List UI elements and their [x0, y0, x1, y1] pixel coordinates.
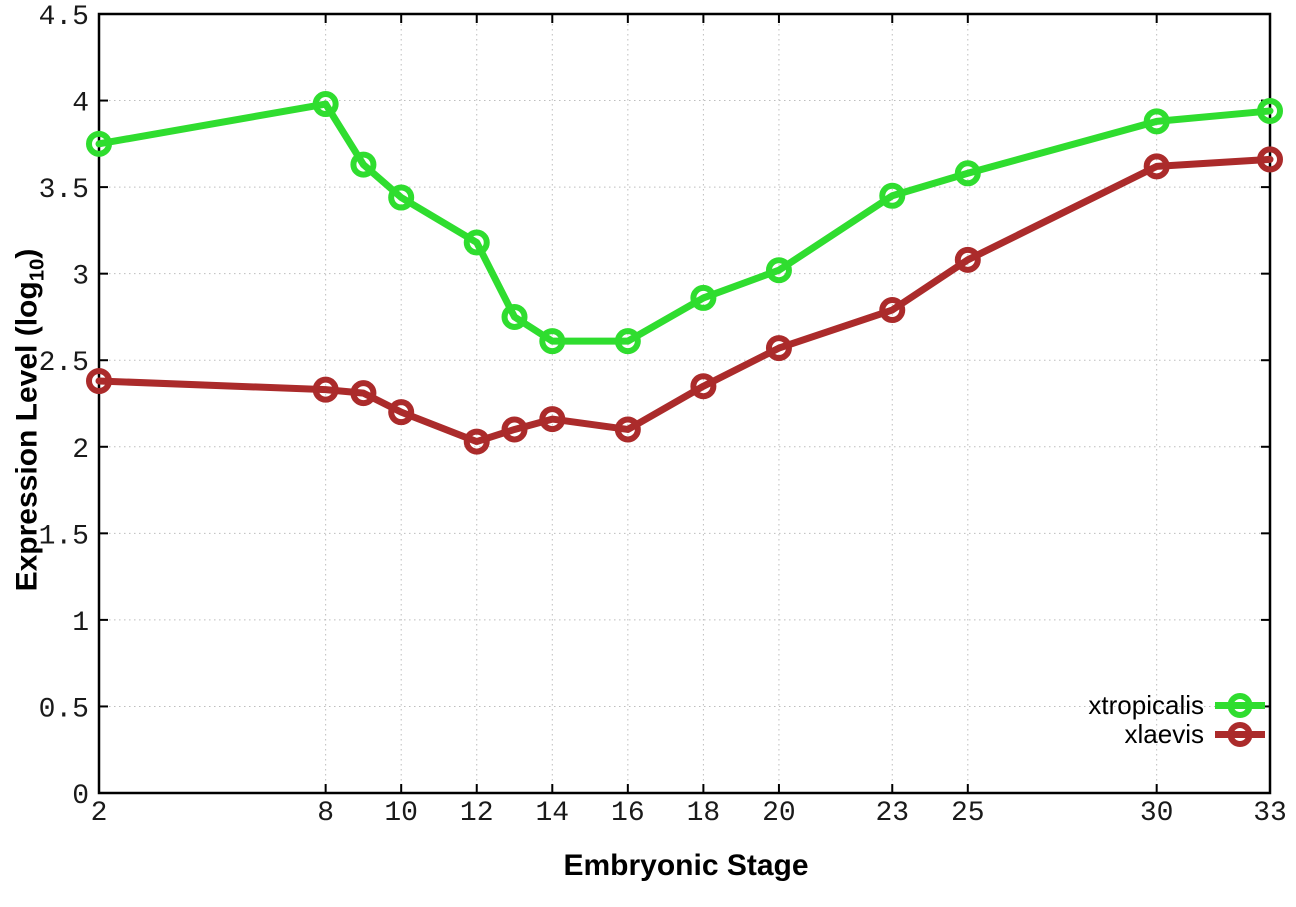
y-tick-label: 4.5 — [39, 2, 89, 33]
marker-xlaevis — [86, 367, 112, 394]
x-tick-label: 12 — [460, 798, 494, 829]
marker-xtropicalis — [954, 160, 981, 187]
legend-sample-xlaevis — [1215, 722, 1265, 747]
marker-xtropicalis — [1257, 97, 1283, 124]
legend-item-xtropicalis: xtropicalis — [1088, 691, 1266, 720]
gridlines — [98, 13, 1271, 794]
y-tick-label: 0.5 — [39, 694, 89, 725]
series-line-xtropicalis — [95, 100, 1274, 345]
y-tick-label: 2 — [72, 435, 89, 466]
legend-item-xlaevis: xlaevis — [1125, 720, 1266, 749]
marker-xtropicalis — [501, 303, 528, 330]
x-tick-label: 8 — [317, 798, 334, 829]
marker-xtropicalis — [879, 182, 906, 209]
legend-sample-marker — [1227, 722, 1253, 747]
x-tick-label: 25 — [951, 798, 985, 829]
marker-xtropicalis — [463, 229, 490, 256]
marker-xtropicalis — [312, 91, 339, 118]
series-line-xlaevis — [95, 155, 1274, 446]
marker-xtropicalis — [388, 184, 415, 211]
x-tick-label: 18 — [687, 798, 721, 829]
legend-label-xtropicalis: xtropicalis — [1088, 690, 1204, 720]
x-axis-label: Embryonic Stage — [563, 849, 809, 882]
marker-xlaevis — [614, 416, 641, 443]
y-axis-label-subscript: 10 — [26, 258, 49, 282]
marker-xlaevis — [501, 416, 528, 443]
plot-border — [97, 12, 1272, 795]
x-tick-label: 14 — [535, 798, 569, 829]
marker-xlaevis — [690, 373, 717, 400]
marker-xtropicalis — [86, 130, 112, 157]
x-tick-label: 2 — [91, 798, 108, 829]
y-tick-label: 4 — [72, 89, 89, 120]
x-tick-label: 16 — [611, 798, 645, 829]
marker-xlaevis — [765, 335, 792, 362]
marker-xlaevis — [879, 297, 906, 324]
legend-label-xlaevis: xlaevis — [1124, 719, 1204, 749]
x-tick-label: 33 — [1253, 798, 1287, 829]
marker-xtropicalis — [1143, 108, 1170, 135]
legend: xtropicalis xlaevis — [1088, 691, 1266, 749]
marker-xtropicalis — [539, 328, 566, 355]
legend-sample-xtropicalis — [1215, 693, 1265, 718]
y-axis-label-main: Expression Level (log — [10, 281, 44, 592]
marker-xlaevis — [312, 376, 339, 403]
marker-xlaevis — [954, 246, 981, 273]
y-axis-label-close: ) — [10, 248, 44, 259]
series-xtropicalis — [86, 91, 1283, 355]
x-tick-label: 20 — [762, 798, 796, 829]
y-tick-label: 2.5 — [39, 348, 89, 379]
y-tick-label: 1 — [72, 608, 89, 639]
marker-xlaevis — [1143, 153, 1170, 180]
marker-xtropicalis — [765, 257, 792, 284]
y-tick-label: 1.5 — [39, 521, 89, 552]
marker-xtropicalis — [350, 151, 377, 178]
y-tick-label: 3.5 — [39, 175, 89, 206]
x-tick-label: 10 — [384, 798, 418, 829]
y-tick-label: 3 — [72, 262, 89, 293]
marker-xlaevis — [350, 380, 377, 407]
y-tick-label: 0 — [72, 781, 89, 812]
x-tick-label: 30 — [1140, 798, 1174, 829]
tick-marks — [98, 13, 1271, 794]
legend-sample-marker — [1227, 693, 1253, 718]
marker-xlaevis — [388, 399, 415, 426]
x-tick-label: 23 — [875, 798, 909, 829]
marker-xtropicalis — [690, 284, 717, 311]
series-xlaevis — [86, 146, 1283, 455]
y-axis-label: Expression Level (log10) — [11, 249, 50, 592]
marker-xlaevis — [1257, 146, 1283, 173]
marker-xtropicalis — [614, 328, 641, 355]
tick-labels: 2 8 10 12 14 16 18 20 23 25 30 33 0 0.5 1 1.5 2 2.5 3 3.5 4 4… — [39, 2, 1287, 829]
marker-xlaevis — [539, 406, 566, 433]
marker-xlaevis — [463, 428, 490, 455]
